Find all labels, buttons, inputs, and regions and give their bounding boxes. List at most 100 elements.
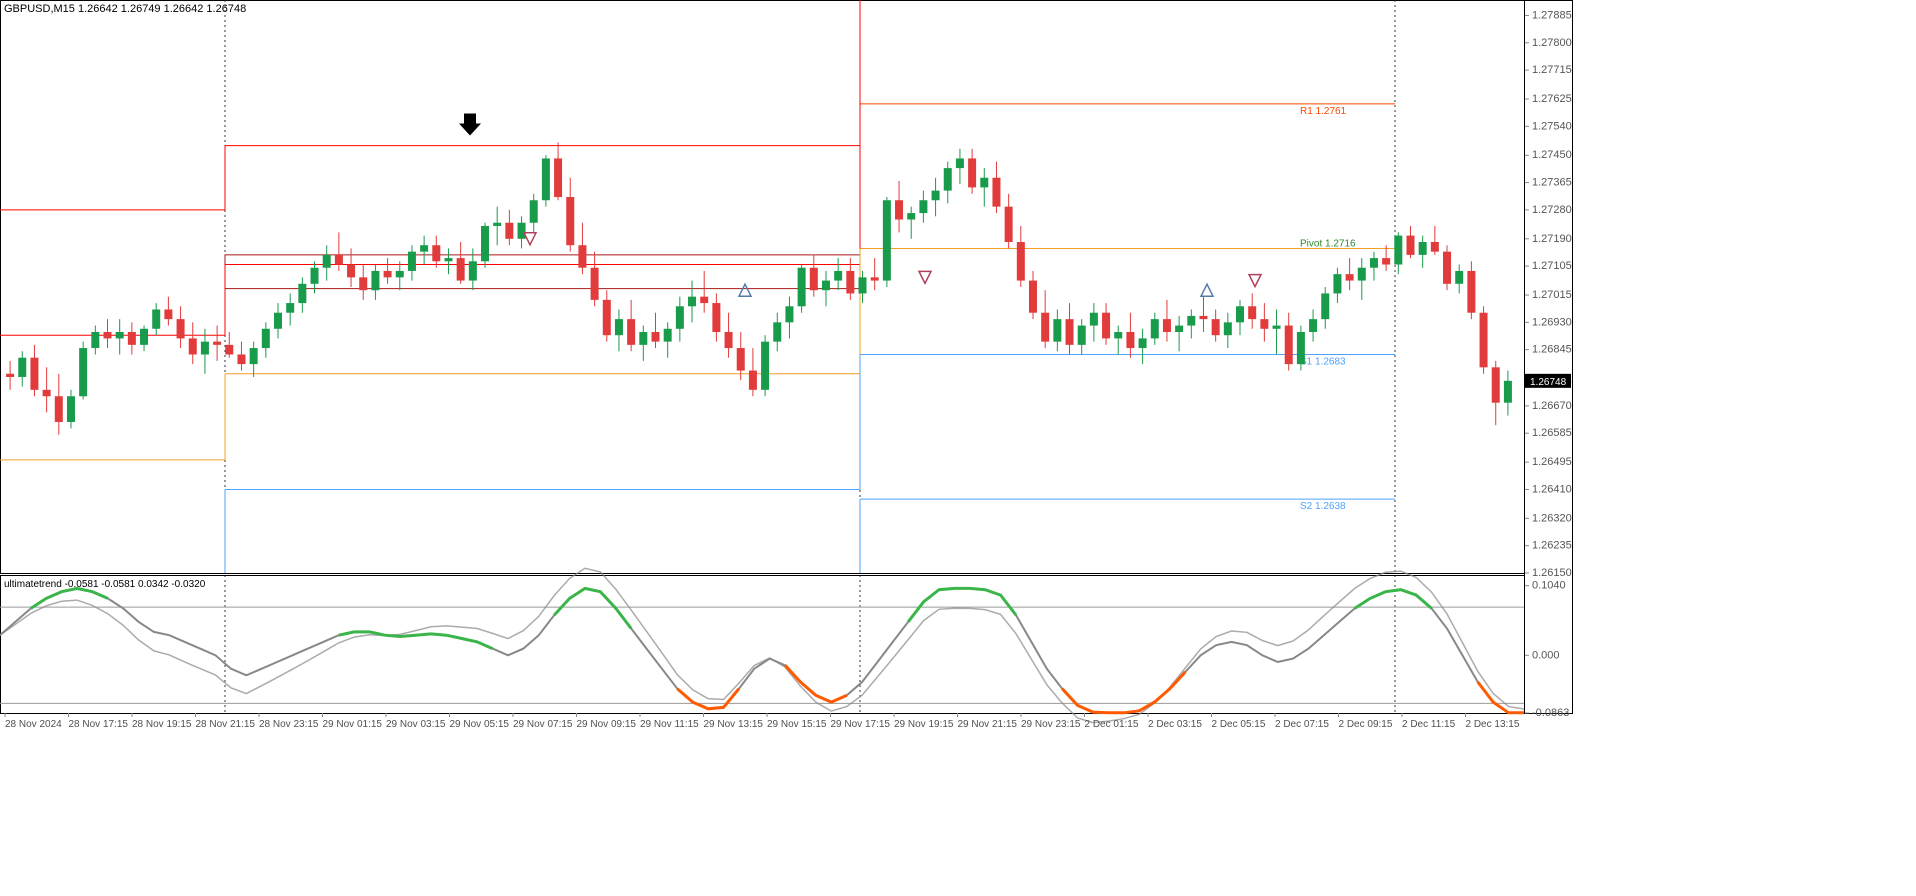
candle-body — [859, 277, 867, 293]
main-chart-frame[interactable] — [1, 1, 1525, 574]
candle-body — [676, 306, 684, 328]
range-box — [225, 255, 860, 289]
candle-body — [1467, 271, 1475, 313]
y-tick-label: 1.27015 — [1532, 289, 1572, 301]
symbol-title: GBPUSD,M15 1.26642 1.26749 1.26642 1.267… — [4, 3, 246, 15]
candle-body — [1041, 313, 1049, 342]
indicator-frame[interactable] — [1, 576, 1525, 714]
indicator-title: ultimatetrend -0.0581 -0.0581 0.0342 -0.… — [4, 579, 206, 590]
candle-body — [895, 200, 903, 219]
y-tick-label: 1.27280 — [1532, 204, 1572, 216]
x-tick-label: 29 Nov 23:15 — [1021, 719, 1081, 730]
candle-body — [177, 319, 185, 338]
x-tick-label: 2 Dec 05:15 — [1212, 719, 1266, 730]
candle-body — [737, 348, 745, 370]
candle-body — [1431, 242, 1439, 252]
candle-body — [457, 258, 465, 280]
x-tick-label: 29 Nov 03:15 — [386, 719, 446, 730]
candle-body — [664, 329, 672, 342]
candle-body — [189, 338, 197, 354]
candle-body — [1248, 306, 1256, 319]
candle-body — [91, 332, 99, 348]
candle-body — [1370, 258, 1378, 268]
candle-body — [1346, 274, 1354, 280]
candle-body — [6, 374, 14, 377]
candle-body — [761, 342, 769, 390]
candle-body — [347, 265, 355, 278]
candle-body — [530, 200, 538, 222]
candle-body — [1236, 306, 1244, 322]
y-tick-label: 1.26235 — [1532, 540, 1572, 552]
candle-body — [1066, 319, 1074, 345]
candle-body — [1406, 236, 1414, 255]
candle-body — [104, 332, 112, 338]
y-tick-label: 1.26150 — [1532, 567, 1572, 579]
y-axis-frame — [1525, 1, 1573, 714]
candle-body — [164, 309, 172, 319]
pivot-label-r1: R1 1.2761 — [1300, 106, 1347, 117]
candle-body — [152, 309, 160, 328]
indicator-segment-down — [785, 665, 847, 702]
candle-body — [749, 371, 757, 390]
y-tick-label: 1.26845 — [1532, 344, 1572, 356]
candle-body — [493, 223, 501, 226]
y-tick-label: 1.26670 — [1532, 400, 1572, 412]
candle-body — [1297, 332, 1305, 364]
indicator-ytick-label: 0.000 — [1532, 649, 1560, 661]
indicator-segment-up — [1355, 590, 1432, 609]
candle-body — [323, 255, 331, 268]
candle-body — [43, 390, 51, 396]
candle-body — [1419, 242, 1427, 255]
candle-body — [542, 158, 550, 200]
x-tick-label: 29 Nov 17:15 — [831, 719, 891, 730]
candle-body — [1005, 207, 1013, 242]
candle-body — [1309, 319, 1317, 332]
candle-body — [615, 319, 623, 335]
candle-body — [1175, 326, 1183, 332]
candle-body — [335, 255, 343, 265]
candle-body — [688, 297, 696, 307]
candle-body — [67, 396, 75, 422]
candle-body — [1053, 319, 1061, 341]
candle-body — [785, 306, 793, 322]
entry-arrow-down-icon — [459, 114, 481, 136]
candle-body — [627, 319, 635, 345]
candle-body — [408, 252, 416, 271]
x-tick-label: 29 Nov 07:15 — [513, 719, 573, 730]
candle-body — [432, 245, 440, 261]
candle-body — [1078, 326, 1086, 345]
pivot-label-pivot: Pivot 1.2716 — [1300, 238, 1356, 249]
candle-body — [932, 191, 940, 201]
candle-body — [30, 358, 38, 390]
x-tick-label: 28 Nov 19:15 — [132, 719, 192, 730]
candle-body — [1455, 271, 1463, 284]
candle-body — [639, 332, 647, 345]
chart-svg: GBPUSD,M15 1.26642 1.26749 1.26642 1.267… — [0, 0, 1916, 896]
candle-body — [712, 303, 720, 332]
candle-body — [359, 277, 367, 290]
x-tick-label: 2 Dec 09:15 — [1339, 719, 1393, 730]
fractal-down-icon — [919, 271, 931, 283]
y-tick-label: 1.26320 — [1532, 512, 1572, 524]
candle-body — [1492, 367, 1500, 402]
x-tick-label: 2 Dec 01:15 — [1085, 719, 1139, 730]
candle-body — [810, 268, 818, 290]
candle-body — [566, 197, 574, 245]
y-tick-label: 1.26930 — [1532, 316, 1572, 328]
x-tick-label: 29 Nov 05:15 — [450, 719, 510, 730]
candle-body — [1126, 332, 1134, 348]
candle-body — [469, 261, 477, 280]
candle-body — [1333, 274, 1341, 293]
candle-body — [651, 332, 659, 342]
candle-body — [822, 281, 830, 291]
candle-body — [286, 303, 294, 313]
x-tick-label: 29 Nov 19:15 — [894, 719, 954, 730]
candle-body — [1394, 236, 1402, 265]
x-tick-label: 2 Dec 13:15 — [1466, 719, 1520, 730]
candle-body — [1321, 293, 1329, 319]
fractal-down-icon — [524, 233, 536, 245]
candle-body — [1285, 326, 1293, 365]
x-tick-label: 2 Dec 03:15 — [1148, 719, 1202, 730]
indicator-segment-up — [31, 588, 108, 608]
fractal-down-icon — [1249, 275, 1261, 287]
